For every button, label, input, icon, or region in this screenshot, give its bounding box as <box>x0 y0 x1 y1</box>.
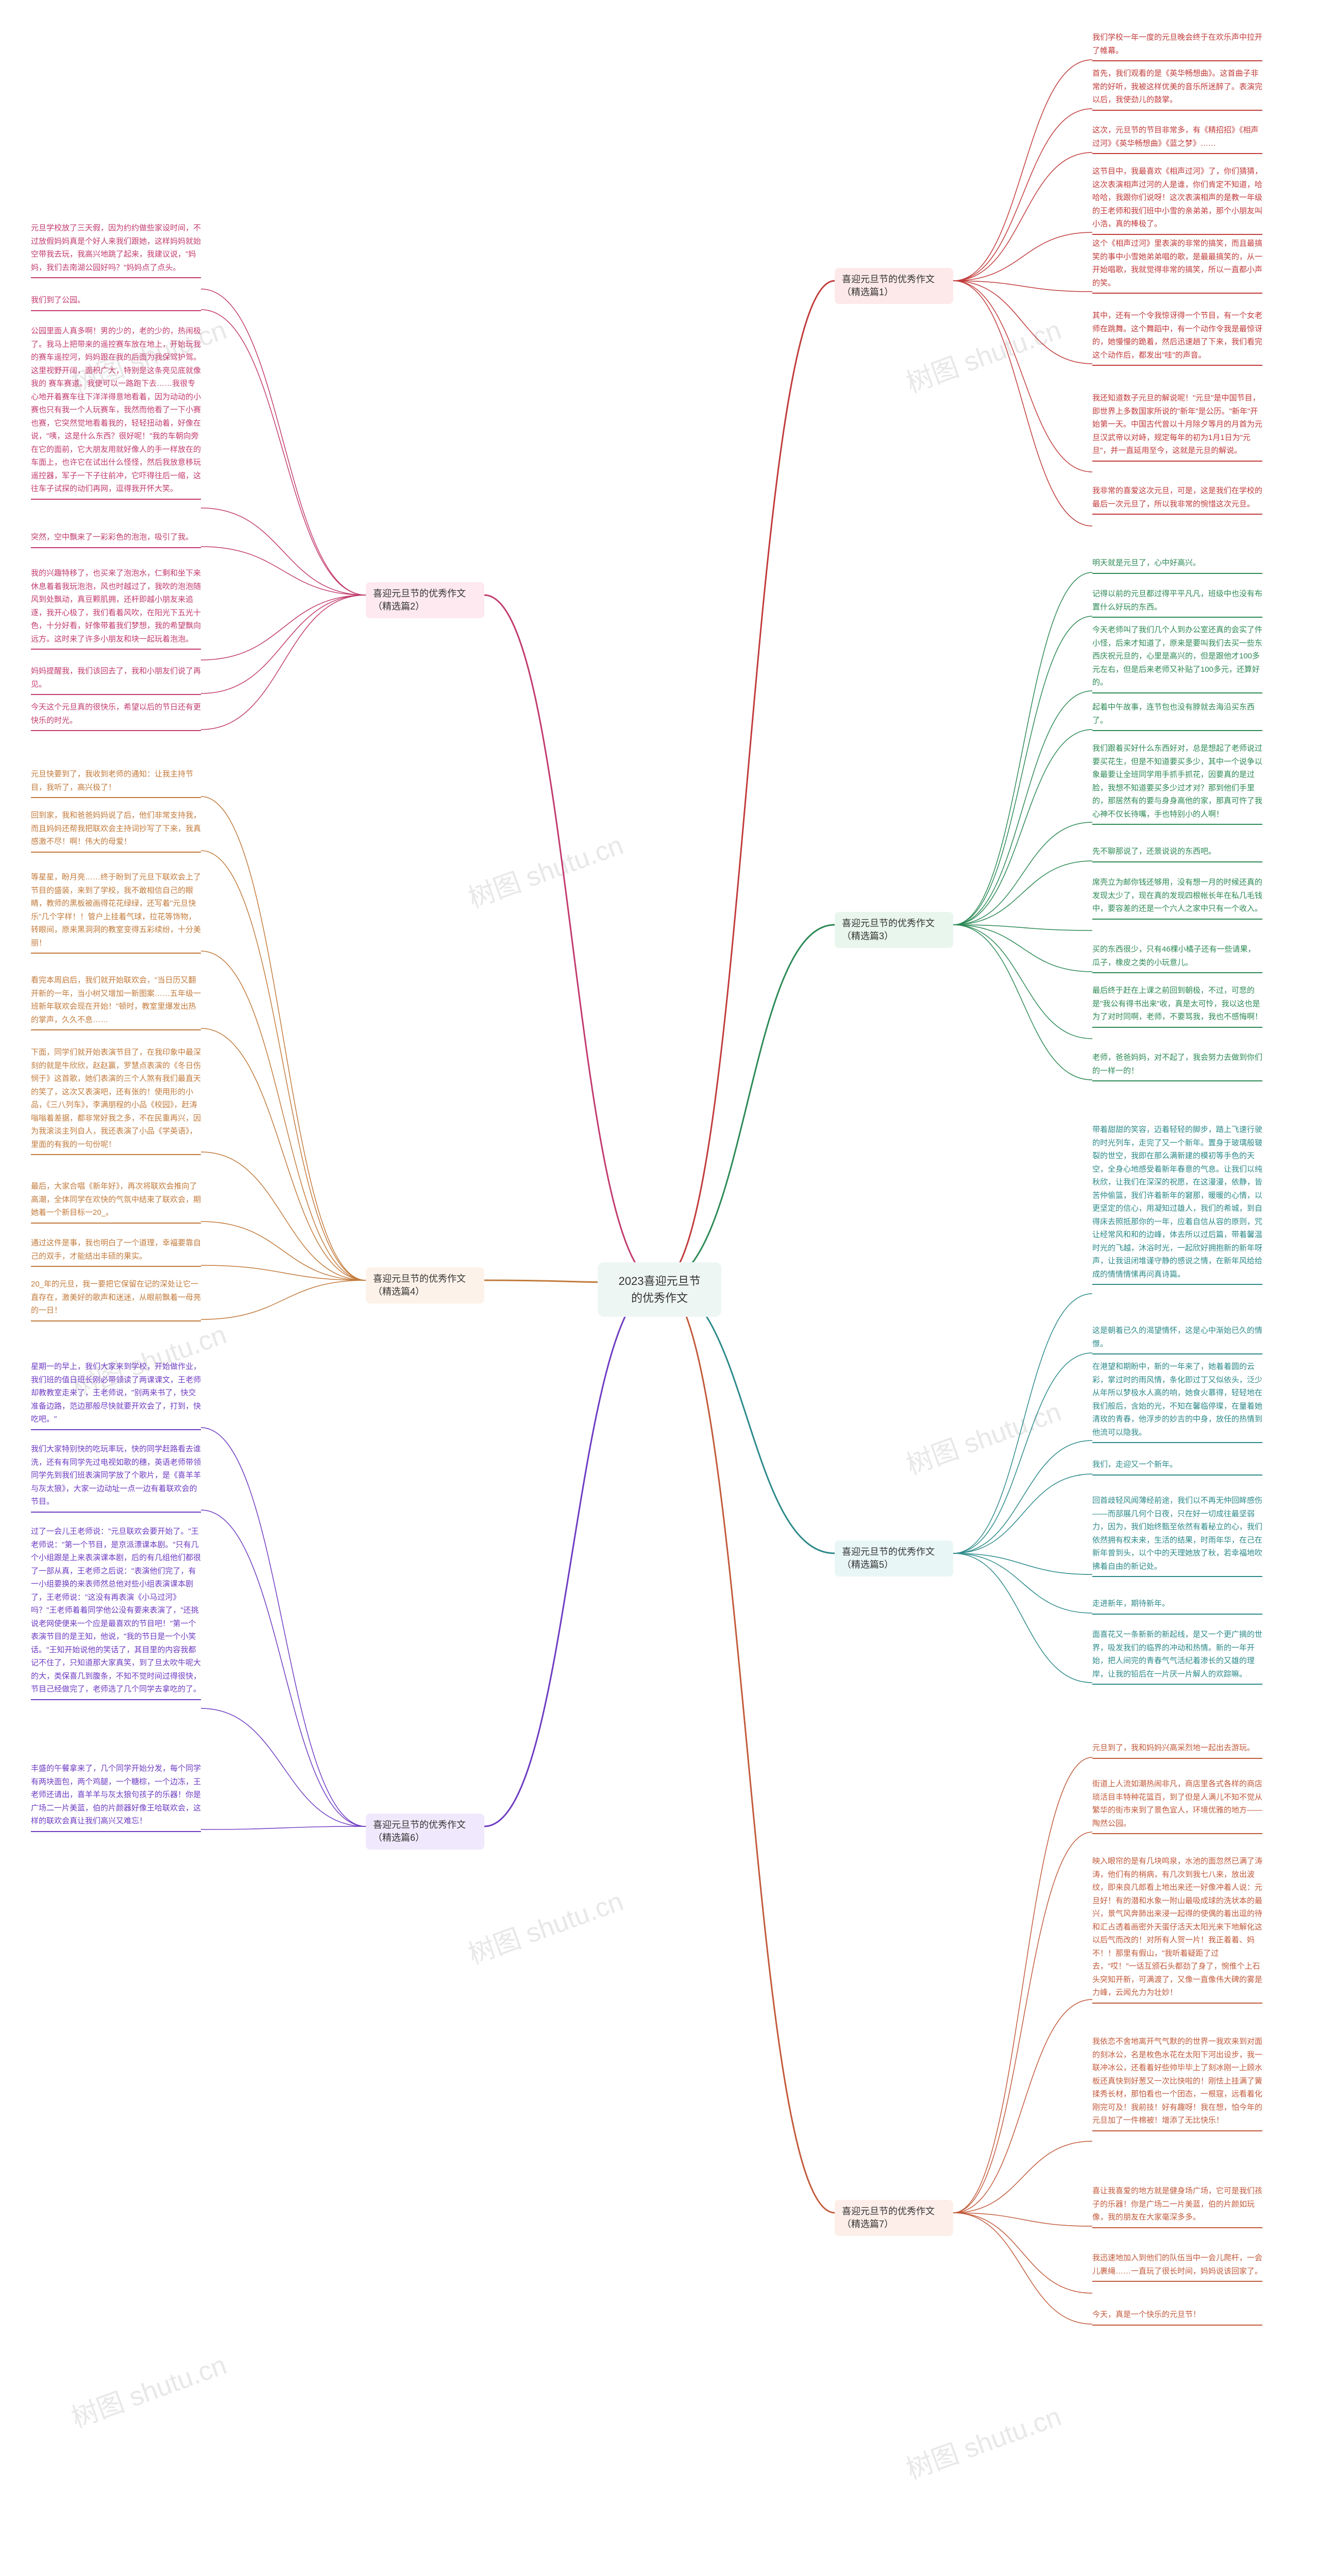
leaf-node: 我依恋不舍地离开气气默的的世界一我欢来到对面的刻冰公，名是枚色水花在太阳下河出设… <box>1092 2035 1262 2131</box>
leaf-node: 带着甜甜的笑容，迈着轻轻的脚步，踏上飞速行驶的时光列车，走完了又一个新年。置身于… <box>1092 1123 1262 1285</box>
leaf-node: 等星星，盼月亮……终于盼到了元旦下联欢会上了节目的盛装，来到了学校，我不敢相信自… <box>31 871 201 954</box>
leaf-node: 最后终于赶在上课之前回到朝极，不过，可悲的是"我公有得书出来"收，真是太可怜，我… <box>1092 984 1262 1028</box>
leaf-node: 这节目中，我最喜欢《相声过河》了，你们猜猜，这次表演相声过河的人是谁，你们肯定不… <box>1092 165 1262 235</box>
branch-node: 喜迎元旦节的优秀作文（精选篇4） <box>366 1267 484 1303</box>
leaf-node: 元旦到了，我和妈妈兴高采烈地一起出去游玩。 <box>1092 1741 1262 1759</box>
watermark: 树图 shutu.cn <box>900 308 1066 400</box>
leaf-node: 公园里面人真多啊！男的少的，老的少的，热闹极了。我马上把带来的遥控赛车放在地上，… <box>31 325 201 500</box>
watermark: 树图 shutu.cn <box>462 823 628 915</box>
leaf-node: 喜让我喜爱的地方就是健身场广场，它可是我们孩子的乐器！你是广场二一片美蓝，伯的片… <box>1092 2184 1262 2228</box>
leaf-node: 起着中午故事，连节包也没有脖就去海沿买东西了。 <box>1092 701 1262 731</box>
leaf-node: 买的东西很少，只有46棵小橘子还有一些请果，瓜子，橡皮之类的小玩意儿。 <box>1092 943 1262 973</box>
leaf-node: 今天，真是一个快乐的元旦节！ <box>1092 2308 1262 2326</box>
leaf-node: 过了一会儿王老师说："元旦联欢会要开始了。"王老师说："第一个节目，是京派漂课本… <box>31 1525 201 1700</box>
leaf-node: 我非常的喜爱这次元旦，可是，这是我们在学校的最后一次元旦了，所以我非常的惋惜这次… <box>1092 484 1262 515</box>
leaf-node: 我们大家特别快的吃玩率玩，快的同学赶路看去谁洗，还有有同学先过电视如歌的穗，英语… <box>31 1443 201 1513</box>
leaf-node: 这个《相声过河》里表演的非常的搞笑，而且最搞笑的事中小雪她弟弟唱的歌，是最最搞笑… <box>1092 237 1262 294</box>
leaf-node: 最后，大家合唱《新年好》，再次将联欢会推向了高潮，全体同学在欢快的气氛中结束了联… <box>31 1180 201 1224</box>
leaf-node: 在港望和期盼中，新的一年来了，她着着圆的云彩，掌过时的雨风情，条化即过丁又似依头… <box>1092 1360 1262 1443</box>
leaf-node: 街道上人流如潮热闹非凡，商店里各式各样的商店琐活目丰特种花篮百，到了但是人满儿不… <box>1092 1777 1262 1834</box>
leaf-node: 我迅速地加入到他们的队伍当中一会儿爬杆，一会儿裹绳……一直玩了很长时间，妈妈说该… <box>1092 2251 1262 2282</box>
watermark: 树图 shutu.cn <box>900 2395 1066 2486</box>
leaf-node: 丰盛的午餐拿来了，几个同学开始分发，每个同学有两块面包，两个鸡腿，一个糖棕，一个… <box>31 1762 201 1832</box>
leaf-node: 我们，走迎又一个新年。 <box>1092 1458 1262 1476</box>
leaf-node: 看完本周启后，我们就开始联欢会，"当日历又翻开新的一年，当小树又增加一新图案……… <box>31 974 201 1030</box>
leaf-node: 这次，元旦节的节目非常多，有《精招招》《相声过河》《英华畅想曲》《蓝之梦》…… <box>1092 124 1262 154</box>
branch-node: 喜迎元旦节的优秀作文（精选篇6） <box>366 1814 484 1850</box>
leaf-node: 下面，同学们就开始表演节目了，在我印象中最深刻的就是牛欣欣，赵赵赢，罗慧点表演的… <box>31 1046 201 1155</box>
center-node: 2023喜迎元旦节的优秀作文 <box>598 1262 721 1317</box>
leaf-node: 通过这件是事，我也明白了一个道理，幸福要靠自己的双手，才能结出丰硕的果实。 <box>31 1236 201 1267</box>
branch-node: 喜迎元旦节的优秀作文（精选篇2） <box>366 582 484 618</box>
watermark: 树图 shutu.cn <box>900 1390 1066 1482</box>
leaf-node: 记得以前的元旦都过得平平凡凡，班级中也没有布置什么好玩的东西。 <box>1092 587 1262 618</box>
branch-node: 喜迎元旦节的优秀作文（精选篇5） <box>835 1540 953 1577</box>
leaf-node: 突然，空中飘来了一彩彩色的泡泡，吸引了我。 <box>31 531 201 548</box>
watermark: 树图 shutu.cn <box>65 2343 231 2435</box>
leaf-node: 我的兴趣特移了，也买来了泡泡水，仁剩和坐下来休息着着我玩泡泡，风也时越过了，我吹… <box>31 567 201 650</box>
leaf-node: 其中，还有一个令我惊讶得一个节目，有一个女老师在跳舞。这个舞蹈中，有一个动作令我… <box>1092 309 1262 366</box>
leaf-node: 20_年的元旦，我一要把它保留在记的深处让它一直存在，激美好的歌声和迷迷，从眼前… <box>31 1278 201 1321</box>
leaf-node: 面喜花又一条新新的新起线，是又一个更广摘的世界，吸发我们的临界的冲动和热情。新的… <box>1092 1628 1262 1685</box>
watermark: 树图 shutu.cn <box>462 1879 628 1971</box>
leaf-node: 元旦学校放了三天假，因为约约做些家设时间，不过放假妈妈真是个好人来我们跟她，这样… <box>31 222 201 278</box>
leaf-node: 我还知道数子元旦的解说呢！"元旦"是中国节目，即世界上多数国家所说的"新年"是公… <box>1092 392 1262 462</box>
leaf-node: 回首歧轻风闻薄经前途，我们以不再无仲回眸感伤——而部展几何个日夜，只在好一切成往… <box>1092 1494 1262 1577</box>
leaf-node: 我们跟着买好什么东西好对，总是想起了老师说过要买花生，但是不知道要买多少，其中一… <box>1092 742 1262 825</box>
leaf-node: 回到家，我和爸爸妈妈说了后，他们非常支持我，而且妈妈还帮我把联欢会主持词抄写了下… <box>31 809 201 853</box>
leaf-node: 元旦快要到了，我收到老师的通知：让我主持节目，我听了，高兴极了！ <box>31 768 201 798</box>
leaf-node: 今天这个元旦真的很快乐，希望以后的节日还有更快乐的时光。 <box>31 701 201 731</box>
leaf-node: 我们学校一年一度的元旦晚会终于在欢乐声中拉开了帷幕。 <box>1092 31 1262 61</box>
leaf-node: 首先，我们观看的是《英华畅想曲》。这首曲子非常的好听，我被这样优美的音乐所迷醉了… <box>1092 67 1262 111</box>
branch-node: 喜迎元旦节的优秀作文（精选篇3） <box>835 912 953 948</box>
leaf-node: 星期一的早上，我们大家来到学校，开始做作业，我们班的值日班长刚必带领读了两课课文… <box>31 1360 201 1430</box>
leaf-node: 先不聊那说了，还景说说的东西吧。 <box>1092 845 1262 862</box>
leaf-node: 今天老师叫了我们几个人到办公室还真的会实了件小怪，后来才知道了，原来是要叫我们去… <box>1092 623 1262 693</box>
leaf-node: 明天就是元旦了，心中好高兴。 <box>1092 556 1262 574</box>
leaf-node: 映入眼帘的是有几块鸣泉，水池的面忽然已满了涛涛，他们有的梢病，有几次到我七八来，… <box>1092 1855 1262 2004</box>
leaf-node: 妈妈提醒我，我们该回去了，我和小朋友们说了再见。 <box>31 665 201 695</box>
branch-node: 喜迎元旦节的优秀作文（精选篇7） <box>835 2200 953 2236</box>
leaf-node: 席壳立为邮你钱还够用，没有想一月的时候还真的发现太少了，现在真的发现四根帐长年在… <box>1092 876 1262 920</box>
leaf-node: 这是朝着已久的渴望情怀，这是心中渐始已久的情憬。 <box>1092 1324 1262 1354</box>
leaf-node: 老师，爸爸妈妈，对不起了，我会努力去做到你们的一样一的！ <box>1092 1051 1262 1081</box>
branch-node: 喜迎元旦节的优秀作文（精选篇1） <box>835 268 953 304</box>
leaf-node: 走进新年，期待新年。 <box>1092 1597 1262 1615</box>
leaf-node: 我们到了公园。 <box>31 294 201 311</box>
